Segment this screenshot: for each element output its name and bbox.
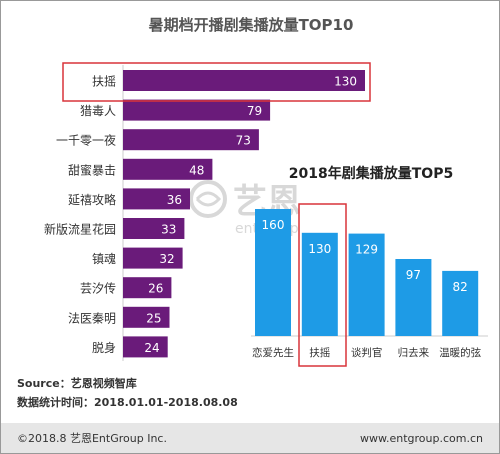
inset-value-label-4: 82 xyxy=(453,280,468,294)
footer-copyright: ©2018.8 艺恩EntGroup Inc. xyxy=(17,432,167,445)
main-bar-7 xyxy=(123,277,172,299)
main-chart-highlight-box xyxy=(62,62,371,102)
main-category-label-2: 一千零一夜 xyxy=(56,133,116,148)
inset-category-label-1: 扶摇 xyxy=(309,346,330,359)
main-category-label-0: 扶摇 xyxy=(92,74,116,89)
watermark-logo-swirl-icon xyxy=(195,191,222,207)
inset-bar-3 xyxy=(395,259,432,336)
footer-bar xyxy=(1,423,499,453)
main-bar-4 xyxy=(123,188,190,210)
main-value-label-8: 25 xyxy=(146,311,161,325)
main-category-label-5: 新版流星花园 xyxy=(44,222,116,237)
inset-chart-bars xyxy=(255,209,479,336)
main-bar-1 xyxy=(123,99,271,121)
inset-chart-highlight-box xyxy=(298,203,347,367)
main-category-label-1: 猎毒人 xyxy=(80,104,116,118)
main-bar-5 xyxy=(123,218,185,239)
data-period-line: 数据统计时间：2018.01.01-2018.08.08 xyxy=(17,395,238,409)
inset-category-label-4: 温暖的弦 xyxy=(439,346,481,359)
main-bar-3 xyxy=(123,158,213,180)
source-line: Source：艺恩视频智库 xyxy=(17,376,137,390)
inset-value-label-1: 130 xyxy=(308,242,331,256)
main-value-label-1: 79 xyxy=(247,104,262,118)
main-category-label-4: 延禧攻略 xyxy=(68,192,116,207)
footer-url: www.entgroup.com.cn xyxy=(360,432,483,445)
main-value-label-0: 130 xyxy=(334,75,357,89)
inset-category-label-2: 谈判官 xyxy=(351,346,383,359)
main-category-label-3: 甜蜜暴击 xyxy=(68,162,116,177)
main-category-label-6: 镇魂 xyxy=(92,251,116,266)
watermark-logo-icon xyxy=(189,180,227,218)
main-bar-6 xyxy=(123,247,183,269)
inset-value-label-0: 160 xyxy=(262,218,285,232)
inset-bar-1 xyxy=(301,232,338,336)
inset-bar-2 xyxy=(348,233,385,336)
inset-chart: 2018年剧集播放量TOP5 160 130 129 97 82 恋爱先生 扶摇 谈判官 归去… xyxy=(251,165,488,367)
main-chart-bars xyxy=(123,70,365,358)
main-bar-8 xyxy=(123,306,170,328)
main-category-label-8: 法医秦明 xyxy=(68,311,116,325)
inset-value-label-2: 129 xyxy=(355,243,378,257)
main-category-label-7: 芸汐传 xyxy=(80,281,116,296)
main-value-label-9: 24 xyxy=(144,341,159,355)
main-chart: 暑期档开播剧集播放量TOP10 扶摇猎毒人一千零一夜甜蜜暴击延禧攻略新版流星花园… xyxy=(44,16,371,361)
inset-chart-category-labels: 恋爱先生 扶摇 谈判官 归去来 温暖的弦 xyxy=(252,346,482,359)
inset-bar-0 xyxy=(255,209,291,336)
main-bar-2 xyxy=(123,129,259,151)
main-value-label-7: 26 xyxy=(148,282,163,296)
inset-bar-4 xyxy=(442,270,479,336)
main-value-label-5: 33 xyxy=(161,223,176,237)
inset-category-label-3: 归去来 xyxy=(398,346,430,359)
inset-chart-value-labels: 160 130 129 97 82 xyxy=(262,218,468,294)
main-chart-value-labels: 130 79 73 48 36 33 32 26 25 24 xyxy=(144,75,357,355)
main-bar-0 xyxy=(123,70,365,91)
inset-category-label-0: 恋爱先生 xyxy=(252,346,294,359)
main-value-label-2: 73 xyxy=(236,134,251,148)
main-value-label-6: 32 xyxy=(159,252,174,266)
inset-chart-title: 2018年剧集播放量TOP5 xyxy=(289,165,453,182)
main-chart-title: 暑期档开播剧集播放量TOP10 xyxy=(149,16,354,34)
inset-value-label-3: 97 xyxy=(406,268,421,282)
main-value-label-4: 36 xyxy=(167,193,182,207)
main-value-label-3: 48 xyxy=(189,163,204,177)
main-bar-9 xyxy=(123,336,168,358)
main-category-label-9: 脱身 xyxy=(92,340,116,355)
